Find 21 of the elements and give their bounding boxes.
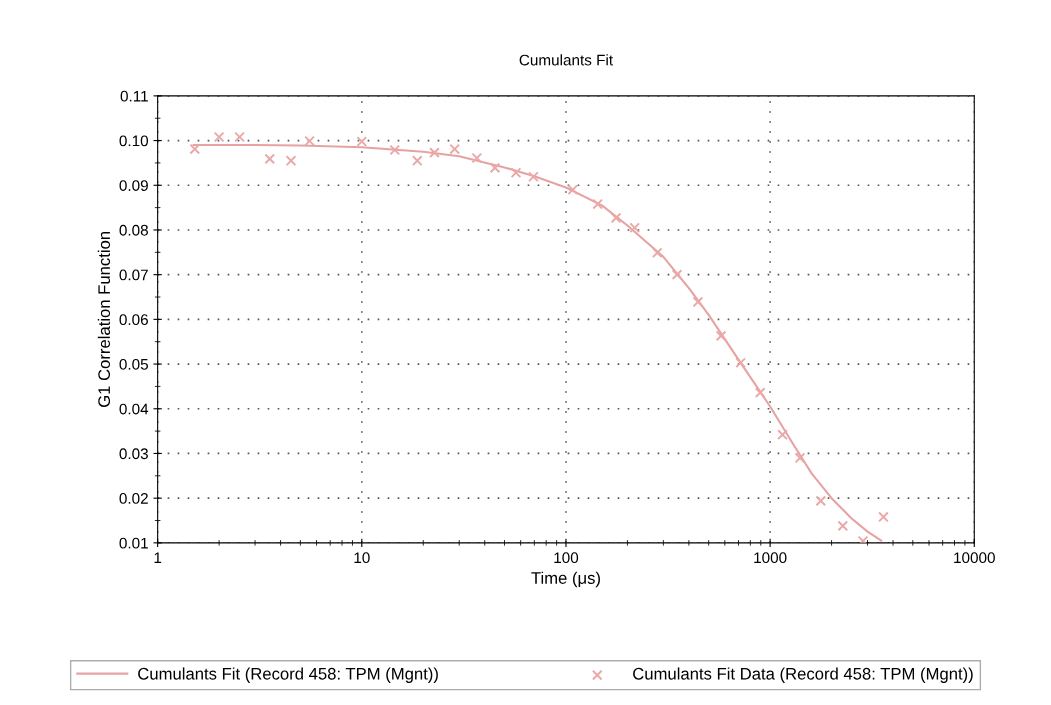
y-tick-label: 0.02	[119, 493, 148, 504]
y-tick-label: 0.09	[119, 180, 148, 191]
y-tick-label: 0.05	[119, 358, 148, 370]
chart-title: Cumulants Fit	[519, 54, 613, 66]
y-tick-label: 0.11	[120, 90, 148, 102]
x-axis-title: Time (μs)	[531, 571, 600, 588]
legend-label: Cumulants Fit Data (Record 458: TPM (Mgnt))	[633, 667, 973, 683]
y-tick-label: 0.04	[119, 403, 149, 415]
x-tick-label: 10	[354, 552, 370, 564]
y-tick-label: 0.10	[119, 135, 149, 147]
y-tick-label: 0.01	[119, 537, 148, 549]
y-tick-label: 0.03	[119, 448, 148, 460]
y-axis-title: G1 Correlation Function	[97, 231, 111, 407]
y-tick-label: 0.06	[119, 314, 148, 326]
x-tick-label: 10000	[954, 552, 995, 564]
x-tick-label: 1000	[754, 552, 787, 564]
x-tick-label: 100	[554, 552, 579, 564]
y-tick-label: 0.08	[119, 224, 148, 236]
y-tick-label: 0.07	[119, 269, 148, 281]
legend-label: Cumulants Fit (Record 458: TPM (Mgnt))	[138, 667, 438, 683]
x-tick-label: 1	[154, 552, 162, 563]
